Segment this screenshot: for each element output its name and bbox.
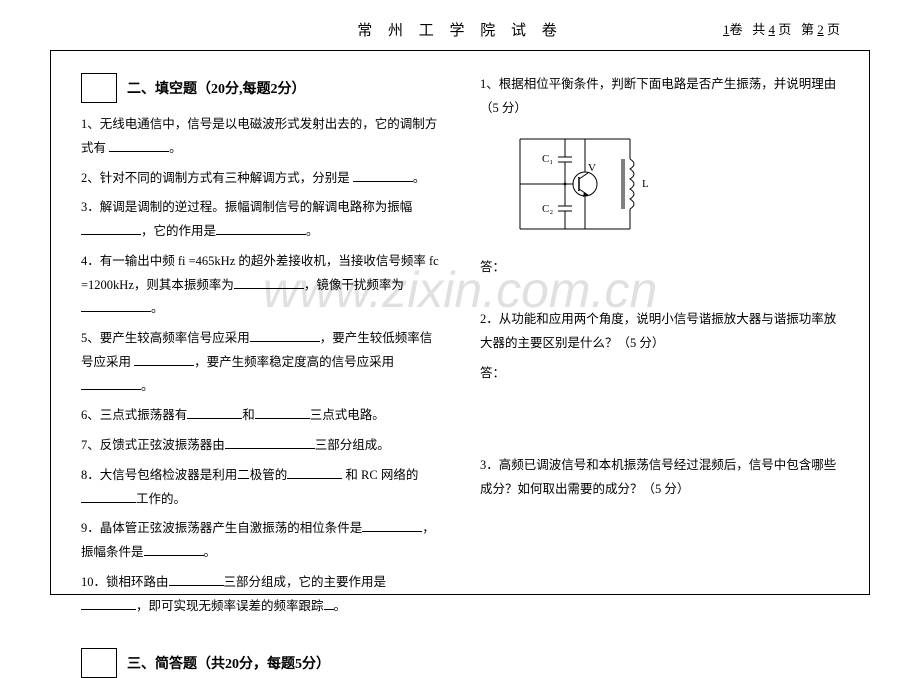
q2-tail: 。 — [413, 171, 426, 185]
score-box-section-2 — [81, 73, 117, 103]
q10c-text: ，即可实现无频率误差的频率跟踪 — [136, 599, 324, 613]
question-2-7: 7、反馈式正弦波振荡器由 三部分组成。 — [81, 434, 440, 458]
l-label: L — [642, 178, 649, 190]
q8a-text: 8．大信号包络检波器是利用二极管的 — [81, 468, 287, 482]
q10b-text: 三部分组成，它的主要作用是 — [224, 575, 387, 589]
q5a-text: 5、要产生较高频率信号应采用 — [81, 331, 250, 345]
header-page-info: 1卷 共 4 页 第 2 页 — [723, 18, 840, 41]
blank — [81, 489, 136, 503]
blank — [81, 298, 151, 312]
section-3-title: 三、简答题（共20分，每题5分） — [127, 648, 330, 677]
q2-text: 2、针对不同的调制方式有三种解调方式，分别是 — [81, 171, 350, 185]
right-column: 1、根据相位平衡条件，判断下面电路是否产生振荡，并说明理由（5 分） C₁ C₂ — [460, 73, 839, 572]
q6a-text: 6、三点式振荡器有 — [81, 408, 187, 422]
question-2-3: 3．解调是调制的逆过程。振幅调制信号的解调电路称为振幅 ，它的作用是 。 — [81, 196, 440, 244]
blank — [255, 405, 310, 419]
section-2-header: 二、填空题（20分,每题2分） — [81, 73, 440, 103]
score-box-section-3 — [81, 648, 117, 678]
q4b-text: ，镜像干扰频率为 — [304, 278, 404, 292]
q7a-text: 7、反馈式正弦波振荡器由 — [81, 438, 225, 452]
blank — [144, 542, 204, 556]
blank — [169, 572, 224, 586]
c2-label: C₂ — [542, 203, 553, 215]
two-column-layout: 二、填空题（20分,每题2分） 1、无线电通信中，信号是以电磁波形式发射出去的，… — [81, 73, 839, 572]
page-header: 常 州 工 学 院 试 卷 1卷 共 4 页 第 2 页 — [0, 0, 920, 50]
blank — [287, 465, 342, 479]
q3a-text: 3．解调是调制的逆过程。振幅调制信号的解调电路称为振幅 — [81, 200, 412, 214]
blank — [134, 352, 194, 366]
blank — [81, 596, 136, 610]
question-3-1: 1、根据相位平衡条件，判断下面电路是否产生振荡，并说明理由（5 分） — [480, 73, 839, 121]
blank — [81, 376, 141, 390]
question-2-4: 4．有一输出中频 fi =465kHz 的超外差接收机，当接收信号频率 fc =… — [81, 250, 440, 321]
question-3-2: 2．从功能和应用两个角度，说明小信号谐振放大器与谐振功率放大器的主要区别是什么？… — [480, 308, 839, 356]
q10d-text: 。 — [334, 599, 347, 613]
vol-number: 1 — [723, 22, 730, 37]
answer-label-1: 答： — [480, 256, 839, 279]
q5c-text: ，要产生频率稳定度高的信号应采用 — [194, 355, 394, 369]
question-3-3: 3．高频已调波信号和本机振荡信号经过混频后，信号中包含哪些成分？如何取出需要的成… — [480, 454, 839, 502]
section-3-header: 三、简答题（共20分，每题5分） — [81, 648, 440, 678]
question-2-6: 6、三点式振荡器有 和 三点式电路。 — [81, 404, 440, 428]
question-2-10: 10．锁相环路由 三部分组成，它的主要作用是 ，即可实现无频率误差的频率跟踪。 — [81, 571, 440, 619]
section-2-title: 二、填空题（20分,每题2分） — [127, 73, 306, 102]
q6c-text: 三点式电路。 — [310, 408, 385, 422]
q8b-text: 和 RC 网络的 — [342, 468, 418, 482]
blank — [353, 168, 413, 182]
q9c-text: 。 — [204, 545, 217, 559]
c1-label: C₁ — [542, 153, 553, 165]
blank — [324, 596, 334, 610]
page-content-frame: www.zixin.com.cn 二、填空题（20分,每题2分） 1、无线电通信… — [50, 50, 870, 595]
q7b-text: 三部分组成。 — [315, 438, 390, 452]
q4c-text: 。 — [151, 301, 164, 315]
blank — [234, 275, 304, 289]
total-pages: 4 — [768, 22, 775, 37]
circuit-svg: C₁ C₂ V — [510, 129, 660, 239]
q3c-text: 。 — [306, 224, 319, 238]
blank — [216, 221, 306, 235]
q6b-text: 和 — [242, 408, 255, 422]
question-2-5: 5、要产生较高频率信号应采用，要产生较低频率信号应采用 ，要产生频率稳定度高的信… — [81, 327, 440, 398]
blank — [81, 221, 141, 235]
circuit-diagram: C₁ C₂ V — [510, 129, 839, 246]
page-number: 2 — [817, 22, 824, 37]
question-2-2: 2、针对不同的调制方式有三种解调方式，分别是 。 — [81, 167, 440, 191]
question-2-1: 1、无线电通信中，信号是以电磁波形式发射出去的，它的调制方式有 。 — [81, 113, 440, 161]
q3b-text: ，它的作用是 — [141, 224, 216, 238]
blank — [362, 518, 422, 532]
v-label: V — [588, 162, 596, 174]
question-2-8: 8．大信号包络检波器是利用二极管的 和 RC 网络的工作的。 — [81, 464, 440, 512]
blank — [250, 328, 320, 342]
q5d-text: 。 — [141, 379, 154, 393]
q1-tail: 。 — [169, 141, 182, 155]
blank — [109, 138, 169, 152]
q9a-text: 9．晶体管正弦波振荡器产生自激振荡的相位条件是 — [81, 521, 362, 535]
question-2-9: 9．晶体管正弦波振荡器产生自激振荡的相位条件是，振幅条件是。 — [81, 517, 440, 565]
q10a-text: 10．锁相环路由 — [81, 575, 169, 589]
q8c-text: 工作的。 — [136, 492, 186, 506]
answer-label-2: 答： — [480, 362, 839, 385]
blank — [225, 435, 315, 449]
left-column: 二、填空题（20分,每题2分） 1、无线电通信中，信号是以电磁波形式发射出去的，… — [81, 73, 460, 572]
header-title: 常 州 工 学 院 试 卷 — [357, 18, 563, 45]
blank — [187, 405, 242, 419]
